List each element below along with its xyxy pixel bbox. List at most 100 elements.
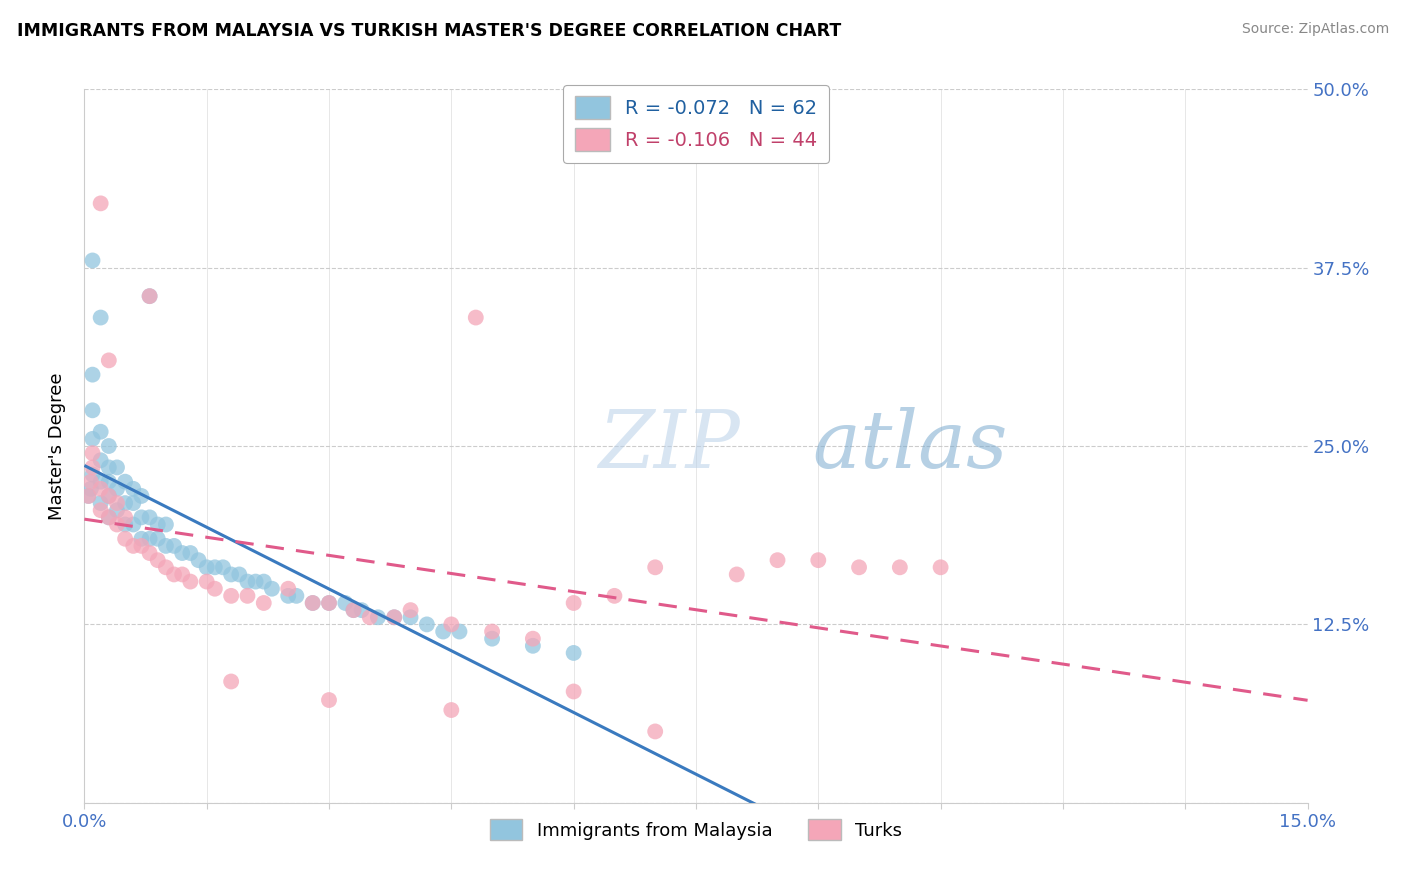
Point <box>114 510 136 524</box>
Point <box>172 546 194 560</box>
Point <box>146 532 169 546</box>
Point <box>562 646 585 660</box>
Point <box>131 510 153 524</box>
Point <box>399 603 422 617</box>
Point <box>236 574 259 589</box>
Point <box>204 582 226 596</box>
Point <box>90 196 112 211</box>
Point <box>228 567 250 582</box>
Point <box>82 253 104 268</box>
Point <box>82 460 104 475</box>
Point <box>335 596 357 610</box>
Point <box>260 582 283 596</box>
Point <box>195 560 218 574</box>
Point <box>163 567 186 582</box>
Point <box>179 546 201 560</box>
Point <box>97 510 120 524</box>
Point <box>350 603 373 617</box>
Point <box>114 496 136 510</box>
Text: ZIP: ZIP <box>598 408 740 484</box>
Point <box>131 489 153 503</box>
Point <box>440 703 463 717</box>
Point <box>82 368 104 382</box>
Point <box>155 539 177 553</box>
Point <box>90 482 112 496</box>
Point <box>416 617 439 632</box>
Point <box>155 517 177 532</box>
Point <box>122 517 145 532</box>
Point <box>105 460 128 475</box>
Point <box>90 425 112 439</box>
Point <box>245 574 267 589</box>
Point <box>318 596 340 610</box>
Point <box>82 403 104 417</box>
Point <box>219 589 242 603</box>
Point <box>301 596 323 610</box>
Text: atlas: atlas <box>813 408 1008 484</box>
Point <box>97 510 120 524</box>
Point <box>97 353 120 368</box>
Point <box>146 553 169 567</box>
Point <box>481 632 503 646</box>
Point <box>163 539 186 553</box>
Point <box>644 724 666 739</box>
Point <box>848 560 870 574</box>
Point <box>481 624 503 639</box>
Point <box>90 310 112 325</box>
Point <box>146 517 169 532</box>
Point <box>889 560 911 574</box>
Point <box>138 289 160 303</box>
Point <box>253 574 276 589</box>
Point <box>82 467 104 482</box>
Point <box>359 610 381 624</box>
Point <box>382 610 405 624</box>
Point <box>82 432 104 446</box>
Point <box>342 603 364 617</box>
Point <box>122 539 145 553</box>
Point <box>318 596 340 610</box>
Point <box>807 553 830 567</box>
Point <box>432 624 454 639</box>
Point <box>253 596 276 610</box>
Point <box>122 496 145 510</box>
Point <box>603 589 626 603</box>
Point <box>138 510 160 524</box>
Point <box>399 610 422 624</box>
Point <box>114 532 136 546</box>
Point <box>97 489 120 503</box>
Point <box>131 539 153 553</box>
Point <box>105 496 128 510</box>
Point <box>195 574 218 589</box>
Point <box>82 446 104 460</box>
Y-axis label: Master's Degree: Master's Degree <box>48 372 66 520</box>
Text: IMMIGRANTS FROM MALAYSIA VS TURKISH MASTER'S DEGREE CORRELATION CHART: IMMIGRANTS FROM MALAYSIA VS TURKISH MAST… <box>17 22 841 40</box>
Point <box>219 674 242 689</box>
Point <box>212 560 235 574</box>
Point <box>138 289 160 303</box>
Point <box>277 582 299 596</box>
Point <box>90 475 112 489</box>
Legend: Immigrants from Malaysia, Turks: Immigrants from Malaysia, Turks <box>482 812 910 847</box>
Point <box>277 589 299 603</box>
Point <box>77 489 100 503</box>
Point <box>449 624 471 639</box>
Point <box>77 489 100 503</box>
Point <box>179 574 201 589</box>
Text: Source: ZipAtlas.com: Source: ZipAtlas.com <box>1241 22 1389 37</box>
Point <box>114 475 136 489</box>
Point <box>318 693 340 707</box>
Point <box>105 482 128 496</box>
Point <box>522 632 544 646</box>
Point <box>301 596 323 610</box>
Point <box>562 684 585 698</box>
Point <box>382 610 405 624</box>
Point <box>236 589 259 603</box>
Point <box>131 532 153 546</box>
Point <box>766 553 789 567</box>
Point <box>122 482 145 496</box>
Point <box>80 475 103 489</box>
Point <box>97 460 120 475</box>
Point <box>97 475 120 489</box>
Point <box>97 439 120 453</box>
Point <box>644 560 666 574</box>
